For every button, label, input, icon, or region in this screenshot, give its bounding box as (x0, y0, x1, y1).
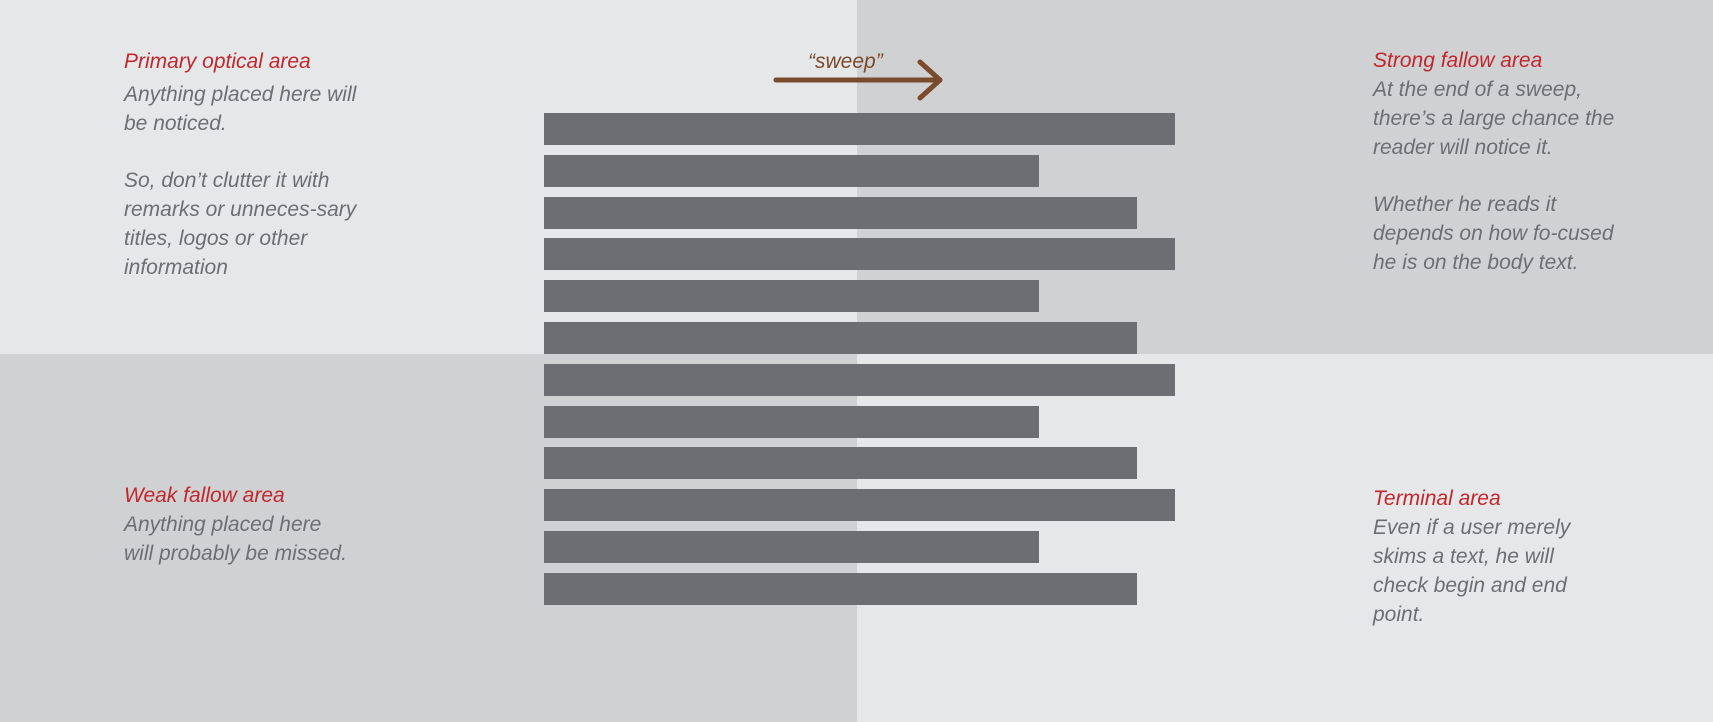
text-line-bar (544, 155, 1039, 187)
sweep-arrow-icon (773, 59, 943, 101)
area-title: Primary optical area (124, 50, 311, 73)
text-line-bar (544, 531, 1039, 563)
text-line-bar (544, 113, 1175, 145)
terminal-area: Terminal area Even if a user merely skim… (1373, 485, 1613, 629)
weak-fallow-area: Weak fallow area Anything placed here wi… (124, 482, 354, 568)
area-paragraph: So, don’t clutter it with remarks or unn… (124, 169, 357, 279)
area-paragraph: At the end of a sweep, there’s a large c… (1373, 78, 1615, 159)
area-paragraph: Even if a user merely skims a text, he w… (1373, 516, 1571, 626)
text-line-bar (544, 406, 1039, 438)
area-paragraph: Anything placed here will probably be mi… (124, 513, 347, 565)
text-line-bar (544, 364, 1175, 396)
strong-fallow-area: Strong fallow area At the end of a sweep… (1373, 47, 1623, 277)
area-paragraph: Anything placed here will be noticed. (124, 83, 357, 135)
text-line-bar (544, 280, 1039, 312)
area-description: Anything placed here will be noticed. So… (124, 80, 384, 282)
area-title: Weak fallow area (124, 484, 285, 507)
area-description: Even if a user merely skims a text, he w… (1373, 513, 1613, 629)
text-line-bar (544, 197, 1137, 229)
text-line-bar (544, 489, 1175, 521)
area-description: Anything placed here will probably be mi… (124, 510, 354, 568)
text-line-bar (544, 447, 1137, 479)
area-title: Terminal area (1373, 487, 1501, 510)
text-line-bar (544, 322, 1137, 354)
primary-optical-area: Primary optical area Anything placed her… (124, 48, 384, 282)
text-line-bar (544, 238, 1175, 270)
text-line-bar (544, 573, 1137, 605)
area-title: Strong fallow area (1373, 49, 1543, 72)
area-description: At the end of a sweep, there’s a large c… (1373, 75, 1623, 277)
sweep-label: “sweep” (808, 50, 883, 73)
area-paragraph: Whether he reads it depends on how fo-cu… (1373, 193, 1614, 274)
